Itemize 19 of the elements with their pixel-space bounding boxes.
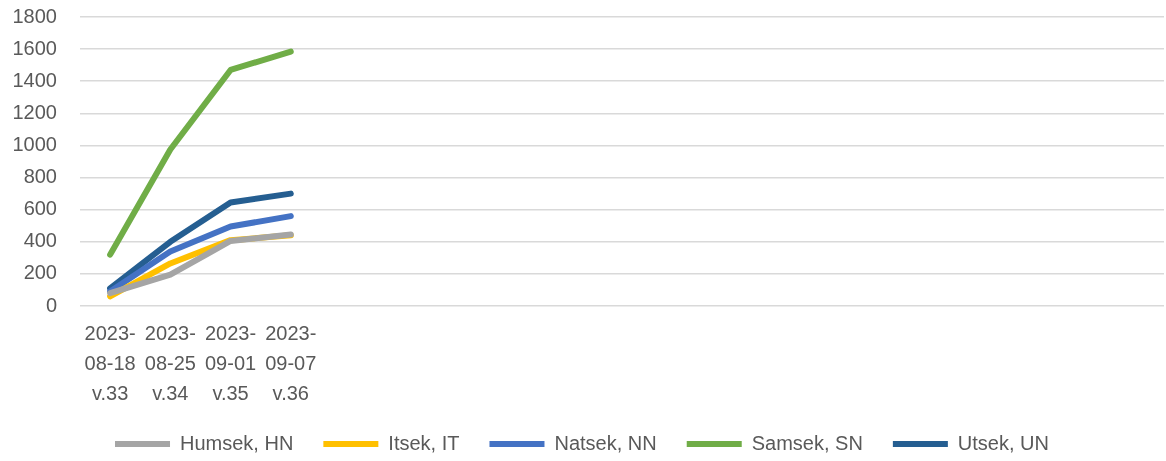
legend-label: Humsek, HN [180,431,294,454]
x-tick-label: 2023-08-25 v.34 [144,321,196,404]
x-tick-label: 2023-09-01 v.35 [204,321,257,404]
y-tick-label: 200 [23,261,57,284]
legend-label: Itsek, IT [388,431,460,454]
legend-label: Natsek, NN [554,431,657,454]
y-tick-label: 1800 [12,4,57,27]
legend-label: Utsek, UN [957,431,1049,454]
y-tick-label: 1000 [12,132,57,155]
y-tick-label: 1600 [12,36,57,59]
y-tick-label: 0 [45,293,57,316]
y-tick-label: 1400 [12,68,57,91]
x-tick-label: 2023-08-18 v.33 [84,321,136,404]
y-tick-label: 600 [23,197,57,220]
y-tick-label: 400 [23,229,57,252]
legend-label: Samsek, SN [751,431,863,454]
x-tick-label: 2023-09-07 v.36 [265,321,317,404]
y-tick-label: 800 [23,165,57,188]
y-tick-label: 1200 [12,100,57,123]
